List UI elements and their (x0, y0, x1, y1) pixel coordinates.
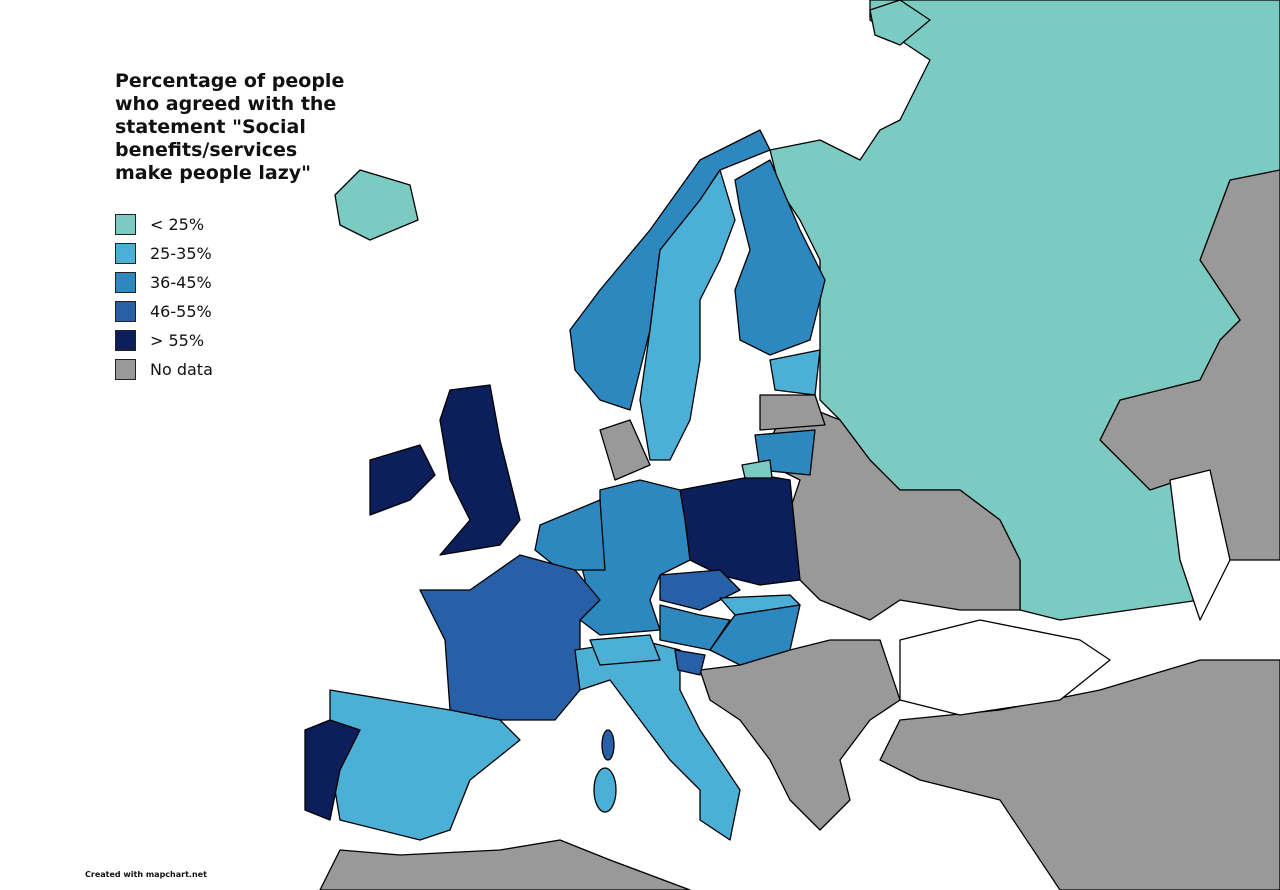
credit: Created with mapchart.net (85, 870, 207, 879)
region (601, 729, 615, 761)
map-title: Percentage of people who agreed with the… (115, 70, 345, 184)
legend-label: 25-35% (150, 244, 212, 263)
legend-item: No data (115, 355, 213, 384)
region (674, 649, 706, 676)
region (709, 604, 801, 666)
legend-swatch (115, 214, 136, 235)
region (419, 554, 601, 721)
region (734, 159, 826, 356)
region (659, 569, 741, 611)
region (304, 719, 361, 821)
legend-swatch (115, 243, 136, 264)
region (639, 169, 736, 461)
legend-label: > 55% (150, 331, 205, 350)
legend-swatch (115, 272, 136, 293)
region (589, 634, 661, 666)
legend-label: 36-45% (150, 273, 212, 292)
legend-label: No data (150, 360, 213, 379)
region (439, 384, 521, 556)
sea (1169, 469, 1231, 621)
legend-item: < 25% (115, 210, 213, 239)
region (741, 459, 773, 479)
sea (899, 619, 1111, 716)
region (369, 444, 436, 516)
legend-item: > 55% (115, 326, 213, 355)
legend-swatch (115, 301, 136, 322)
region (869, 0, 931, 46)
legend-label: 46-55% (150, 302, 212, 321)
legend-swatch (115, 330, 136, 351)
region (319, 839, 691, 890)
region (534, 499, 606, 571)
legend-item: 46-55% (115, 297, 213, 326)
region (769, 349, 821, 396)
legend-swatch (115, 359, 136, 380)
legend: < 25% 25-35% 36-45% 46-55% > 55% No data (115, 210, 213, 384)
region (599, 419, 651, 481)
region (334, 169, 419, 241)
region (879, 659, 1280, 890)
region (759, 394, 826, 431)
region (593, 767, 617, 813)
region (759, 399, 1021, 621)
legend-item: 36-45% (115, 268, 213, 297)
legend-item: 25-35% (115, 239, 213, 268)
region (679, 474, 801, 586)
legend-label: < 25% (150, 215, 205, 234)
region (699, 639, 901, 831)
